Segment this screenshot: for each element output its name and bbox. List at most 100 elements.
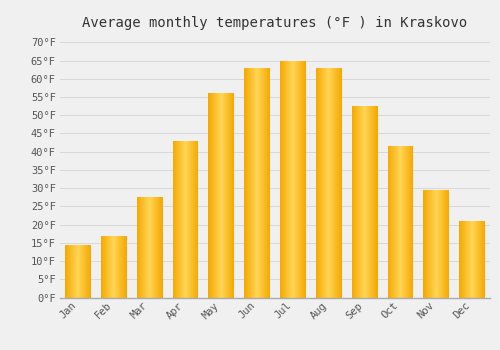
Bar bbox=[471, 221, 472, 298]
Bar bbox=[362, 106, 363, 298]
Bar bbox=[268, 68, 269, 298]
Bar bbox=[72, 245, 73, 298]
Bar bbox=[466, 221, 467, 298]
Bar bbox=[102, 236, 103, 298]
Bar bbox=[79, 245, 80, 298]
Bar bbox=[87, 245, 88, 298]
Bar bbox=[226, 93, 227, 298]
Bar bbox=[432, 190, 433, 298]
Bar bbox=[299, 61, 300, 298]
Bar bbox=[340, 68, 341, 298]
Bar bbox=[137, 197, 138, 298]
Bar bbox=[255, 68, 256, 298]
Bar bbox=[431, 190, 432, 298]
Bar bbox=[376, 106, 377, 298]
Bar bbox=[316, 68, 317, 298]
Bar bbox=[119, 236, 120, 298]
Bar bbox=[305, 61, 306, 298]
Bar bbox=[260, 68, 261, 298]
Bar bbox=[121, 236, 122, 298]
Bar bbox=[265, 68, 266, 298]
Bar bbox=[297, 61, 298, 298]
Bar bbox=[354, 106, 355, 298]
Bar bbox=[81, 245, 82, 298]
Bar bbox=[266, 68, 267, 298]
Bar bbox=[301, 61, 302, 298]
Bar bbox=[442, 190, 443, 298]
Bar bbox=[291, 61, 292, 298]
Bar bbox=[460, 221, 461, 298]
Bar bbox=[187, 141, 188, 298]
Bar bbox=[125, 236, 126, 298]
Bar bbox=[291, 61, 292, 298]
Bar bbox=[180, 141, 181, 298]
Bar bbox=[110, 236, 111, 298]
Bar bbox=[247, 68, 248, 298]
Bar bbox=[180, 141, 181, 298]
Bar bbox=[184, 141, 185, 298]
Bar bbox=[321, 68, 322, 298]
Bar bbox=[190, 141, 191, 298]
Bar bbox=[477, 221, 478, 298]
Bar bbox=[410, 146, 411, 298]
Bar bbox=[123, 236, 124, 298]
Bar bbox=[261, 68, 262, 298]
Bar bbox=[407, 146, 408, 298]
Bar bbox=[154, 197, 155, 298]
Bar bbox=[208, 93, 209, 298]
Bar bbox=[285, 61, 286, 298]
Bar bbox=[356, 106, 357, 298]
Bar bbox=[172, 141, 173, 298]
Bar bbox=[218, 93, 219, 298]
Bar bbox=[391, 146, 392, 298]
Bar bbox=[361, 106, 362, 298]
Bar bbox=[188, 141, 189, 298]
Bar bbox=[412, 146, 413, 298]
Bar bbox=[331, 68, 332, 298]
Bar bbox=[143, 197, 144, 298]
Bar bbox=[320, 68, 321, 298]
Bar bbox=[441, 190, 442, 298]
Bar bbox=[109, 236, 110, 298]
Bar bbox=[148, 197, 149, 298]
Bar bbox=[118, 236, 119, 298]
Bar bbox=[328, 68, 329, 298]
Bar bbox=[106, 236, 107, 298]
Bar bbox=[322, 68, 323, 298]
Bar bbox=[293, 61, 294, 298]
Bar bbox=[136, 197, 137, 298]
Bar bbox=[288, 61, 289, 298]
Bar bbox=[329, 68, 330, 298]
Bar bbox=[389, 146, 390, 298]
Bar bbox=[209, 93, 210, 298]
Bar bbox=[216, 93, 217, 298]
Bar bbox=[251, 68, 252, 298]
Bar bbox=[413, 146, 414, 298]
Bar bbox=[149, 197, 150, 298]
Bar bbox=[364, 106, 365, 298]
Bar bbox=[177, 141, 178, 298]
Bar bbox=[409, 146, 410, 298]
Bar bbox=[151, 197, 152, 298]
Bar bbox=[395, 146, 396, 298]
Bar bbox=[426, 190, 427, 298]
Bar bbox=[470, 221, 471, 298]
Bar bbox=[70, 245, 71, 298]
Bar bbox=[146, 197, 147, 298]
Bar bbox=[228, 93, 229, 298]
Bar bbox=[404, 146, 405, 298]
Bar bbox=[374, 106, 375, 298]
Bar bbox=[158, 197, 159, 298]
Bar bbox=[258, 68, 259, 298]
Bar bbox=[85, 245, 86, 298]
Bar bbox=[147, 197, 148, 298]
Bar bbox=[330, 68, 331, 298]
Bar bbox=[427, 190, 428, 298]
Bar bbox=[337, 68, 338, 298]
Bar bbox=[316, 68, 317, 298]
Bar bbox=[195, 141, 196, 298]
Bar bbox=[396, 146, 397, 298]
Bar bbox=[373, 106, 374, 298]
Bar bbox=[353, 106, 354, 298]
Bar bbox=[327, 68, 328, 298]
